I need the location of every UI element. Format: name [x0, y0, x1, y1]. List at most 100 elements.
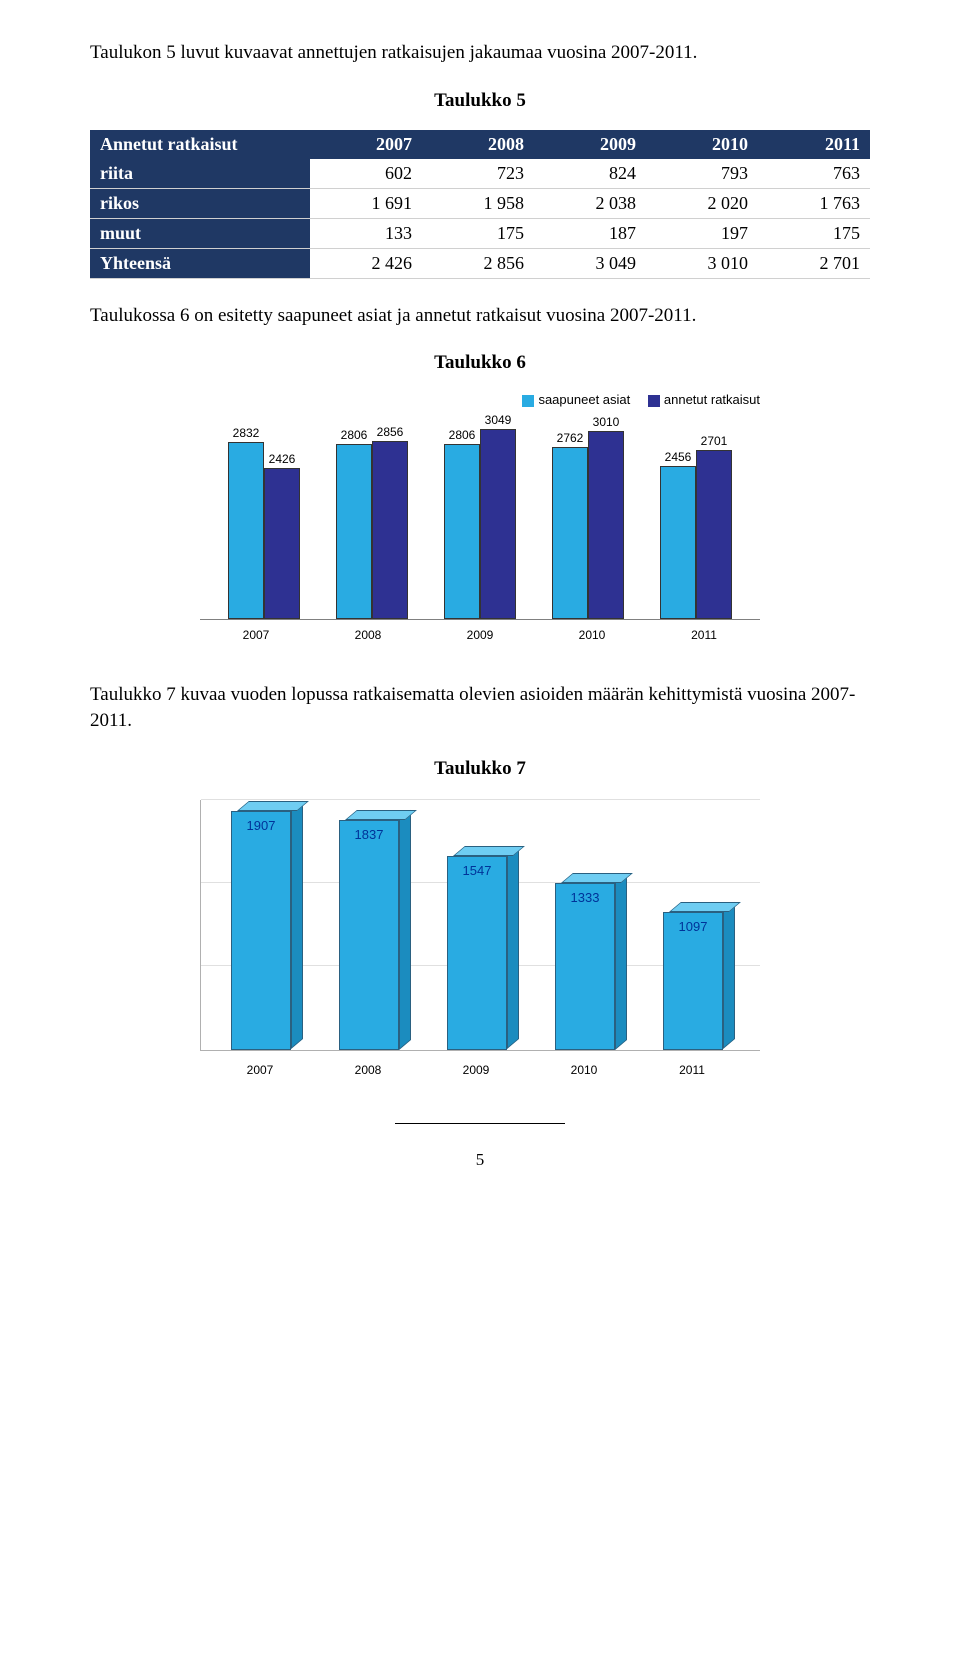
chart7-xlabel: 2010 [554, 1063, 614, 1077]
table5-cell: 1 958 [422, 188, 534, 218]
table5: Annetut ratkaisut 2007 2008 2009 2010 20… [90, 130, 870, 279]
table5-rowlabel: riita [90, 159, 310, 189]
table5-year-2: 2009 [534, 130, 646, 159]
chart7-xlabel: 2009 [446, 1063, 506, 1077]
table5-cell: 197 [646, 218, 758, 248]
chart6-value-label: 2426 [262, 452, 302, 466]
chart6-xlabel: 2010 [536, 628, 648, 642]
table5-cell: 175 [422, 218, 534, 248]
table5-cell: 1 691 [310, 188, 422, 218]
chart6-value-label: 2832 [226, 426, 266, 440]
chart6-bar [264, 468, 300, 620]
chart7-bar [231, 811, 291, 1049]
page-number: 5 [90, 1150, 870, 1170]
chart6-value-label: 2456 [658, 450, 698, 464]
table-row: muut133175187197175 [90, 218, 870, 248]
chart7-xlabel: 2007 [230, 1063, 290, 1077]
table5-year-0: 2007 [310, 130, 422, 159]
table5-rowlabel: rikos [90, 188, 310, 218]
table6-title: Taulukko 6 [90, 352, 870, 374]
table5-cell: 1 763 [758, 188, 870, 218]
table5-cell: 2 856 [422, 248, 534, 278]
chart6-bar [480, 429, 516, 620]
table5-rowlabel: muut [90, 218, 310, 248]
chart7-xlabel: 2008 [338, 1063, 398, 1077]
page-number-rule [395, 1123, 565, 1124]
chart7-gridline [201, 799, 760, 800]
table5-cell: 723 [422, 159, 534, 189]
chart6: saapuneet asiat annetut ratkaisut 2832 24… [200, 392, 760, 642]
chart6-bar [552, 447, 588, 620]
chart7-value-label: 1907 [231, 818, 291, 833]
chart7-bar-top [561, 873, 633, 883]
chart7-bar-top [669, 902, 741, 912]
chart7-value-label: 1547 [447, 863, 507, 878]
chart6-legend-swatch-1 [648, 395, 660, 407]
chart7-plot-area: 1907 1837 1547 1333 1097 [200, 800, 760, 1051]
chart7-bar-top [345, 810, 417, 820]
table5-cell: 2 701 [758, 248, 870, 278]
chart6-bar [336, 444, 372, 619]
chart7-bar-side [399, 810, 411, 1050]
table5-cell: 793 [646, 159, 758, 189]
para-after-chart6: Taulukko 7 kuvaa vuoden lopussa ratkaise… [90, 682, 870, 733]
table5-cell: 187 [534, 218, 646, 248]
chart6-legend-label-0: saapuneet asiat [538, 392, 630, 407]
chart7-bar-top [453, 846, 525, 856]
table-row: Yhteensä2 4262 8563 0493 0102 701 [90, 248, 870, 278]
chart6-xlabels: 20072008200920102011 [200, 628, 760, 642]
table5-cell: 3 049 [534, 248, 646, 278]
chart7-bar [339, 820, 399, 1050]
chart6-value-label: 2856 [370, 425, 410, 439]
chart7-value-label: 1097 [663, 919, 723, 934]
chart7-bar-side [291, 801, 303, 1049]
chart6-value-label: 2701 [694, 434, 734, 448]
chart7-bar-top [237, 801, 309, 811]
chart6-value-label: 2806 [334, 428, 374, 442]
chart7: 1907 1837 1547 1333 1097 2007 2008 2009 2010 201… [200, 800, 760, 1083]
chart6-plot-area: 2832242628062856280630492762301024562701 [200, 419, 760, 620]
chart7-bar [555, 883, 615, 1050]
chart7-xlabels: 2007 2008 2009 2010 2011 [200, 1063, 760, 1083]
table-row: riita602723824793763 [90, 159, 870, 189]
table5-year-3: 2010 [646, 130, 758, 159]
chart7-bar [447, 856, 507, 1049]
table5-cell: 602 [310, 159, 422, 189]
table5-cell: 2 020 [646, 188, 758, 218]
table5-header-rowlabel: Annetut ratkaisut [90, 130, 310, 159]
chart6-value-label: 3010 [586, 415, 626, 429]
table5-cell: 2 426 [310, 248, 422, 278]
chart6-legend-swatch-0 [522, 395, 534, 407]
chart7-bar-side [723, 902, 735, 1049]
chart6-bar [228, 442, 264, 619]
table7-title: Taulukko 7 [90, 758, 870, 780]
table5-cell: 133 [310, 218, 422, 248]
chart6-value-label: 3049 [478, 413, 518, 427]
chart7-value-label: 1837 [339, 827, 399, 842]
table-row: rikos1 6911 9582 0382 0201 763 [90, 188, 870, 218]
chart6-xlabel: 2009 [424, 628, 536, 642]
intro-paragraph: Taulukon 5 luvut kuvaavat annettujen rat… [90, 40, 870, 66]
table5-cell: 175 [758, 218, 870, 248]
chart6-bar [660, 466, 696, 620]
chart6-bar [588, 431, 624, 619]
chart6-bar [444, 444, 480, 619]
table5-rowlabel: Yhteensä [90, 248, 310, 278]
table5-cell: 3 010 [646, 248, 758, 278]
table5-year-4: 2011 [758, 130, 870, 159]
mid-paragraph: Taulukossa 6 on esitetty saapuneet asiat… [90, 303, 870, 329]
chart7-bar-side [507, 846, 519, 1049]
chart6-xlabel: 2011 [648, 628, 760, 642]
chart6-xlabel: 2008 [312, 628, 424, 642]
table5-cell: 2 038 [534, 188, 646, 218]
chart7-xlabel: 2011 [662, 1063, 722, 1077]
chart6-value-label: 2762 [550, 431, 590, 445]
table5-cell: 824 [534, 159, 646, 189]
chart6-legend-label-1: annetut ratkaisut [664, 392, 760, 407]
chart6-legend: saapuneet asiat annetut ratkaisut [200, 392, 760, 407]
chart7-value-label: 1333 [555, 890, 615, 905]
chart6-xlabel: 2007 [200, 628, 312, 642]
table5-title: Taulukko 5 [90, 90, 870, 112]
table5-cell: 763 [758, 159, 870, 189]
chart6-bar [696, 450, 732, 619]
